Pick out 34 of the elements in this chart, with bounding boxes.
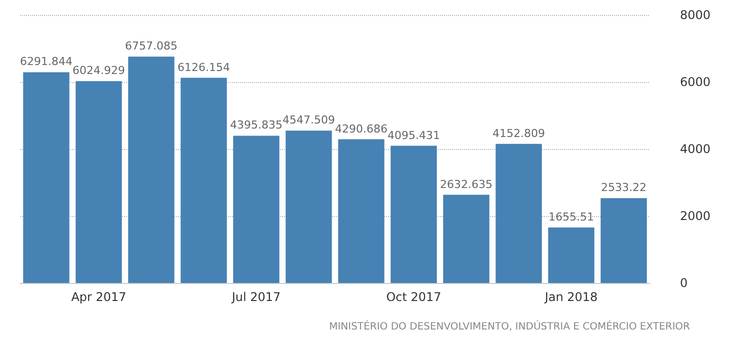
data-label: 2632.635	[440, 178, 492, 191]
data-label: 1655.51	[548, 210, 594, 224]
y-tick-label: 0	[680, 276, 688, 290]
text: MINISTÉRIO DO DESENVOLVIMENTO, INDÚSTRIA E COMÉRCIO EXTERIOR	[329, 320, 690, 332]
data-label: 4095.431	[388, 128, 440, 142]
data-label: 6024.929	[72, 64, 125, 78]
bar	[390, 146, 437, 283]
data-label: 4290.686	[335, 122, 388, 136]
data-label: 4395.835	[230, 118, 282, 132]
data-label: 6126.154	[178, 60, 230, 74]
x-tick-label: Jan 2018	[544, 290, 598, 304]
bar	[180, 78, 227, 283]
y-tick-label: 8000	[680, 8, 711, 22]
data-label: 6291.844	[20, 55, 72, 68]
bar	[338, 139, 384, 283]
bar	[23, 72, 70, 283]
x-tick-label: Oct 2017	[386, 290, 442, 304]
bar	[443, 194, 490, 283]
data-label: 4152.809	[492, 126, 545, 140]
data-label: 2533.22	[601, 181, 646, 194]
y-tick-label: 6000	[680, 75, 711, 89]
bar	[233, 136, 280, 283]
bar	[76, 81, 122, 283]
bar	[496, 144, 542, 283]
bar	[286, 130, 332, 283]
bar	[128, 56, 174, 283]
data-label: 4547.509	[282, 114, 335, 127]
bar	[600, 198, 647, 283]
bar	[548, 228, 594, 283]
y-tick-label: 4000	[680, 142, 711, 156]
y-tick-label: 2000	[680, 209, 711, 223]
data-label: 6757.085	[125, 40, 178, 53]
x-tick-label: Apr 2017	[71, 290, 126, 304]
x-tick-label: Jul 2017	[230, 290, 281, 304]
